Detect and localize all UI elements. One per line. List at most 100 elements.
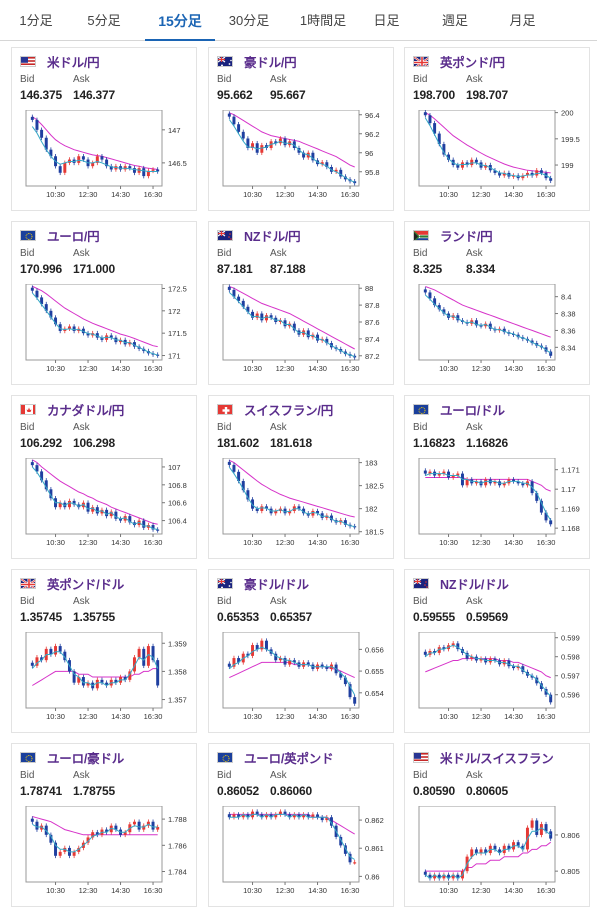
candle-down [227, 286, 231, 290]
candlestick-chart[interactable]: 1.171 1.17 1.169 1.168 10:30 12:30 14:30 16:30 [405, 458, 591, 558]
candle-down [114, 825, 118, 830]
ask-value: 95.667 [270, 88, 306, 102]
candlestick-chart[interactable]: 200 199.5 199 10:30 12:30 14:30 16:30 [405, 110, 591, 210]
candle-down [521, 845, 525, 850]
candle-down [302, 152, 306, 158]
candlestick-chart[interactable]: 0.599 0.598 0.597 0.596 10:30 12:30 14:30 16:30 [405, 632, 591, 732]
candle-down [474, 159, 478, 163]
currency-pair-link[interactable]: 豪ドル/ドル [244, 577, 309, 592]
rate-card[interactable]: スイスフラン/円 Bid Ask 181.602 181.618 183 182.5 182 1… [208, 395, 394, 559]
bid-value: 0.59555 [413, 610, 455, 624]
rate-card[interactable]: ユーロ/円 Bid Ask 170.996 171.000 172.5 172 171.5 17… [11, 221, 197, 385]
candle-up [251, 143, 255, 148]
currency-pair-link[interactable]: ランド/円 [440, 229, 493, 244]
candle-down [428, 115, 432, 124]
candlestick-chart[interactable]: 0.862 0.861 0.86 10:30 12:30 14:30 16:30 [209, 806, 395, 906]
tab-3[interactable]: 15分足 [145, 0, 215, 41]
timeframe-tabs: 1分足 5分足 15分足 30分足 1時間足 日足 週足 月足 [0, 0, 597, 41]
bid-value: 1.35745 [20, 610, 62, 624]
candle-up [119, 339, 123, 343]
currency-pair-link[interactable]: 英ポンド/ドル [47, 577, 125, 592]
ma-short-line [424, 294, 551, 354]
currency-pair-link[interactable]: ユーロ/英ポンド [244, 751, 334, 766]
currency-pair-link[interactable]: NZドル/円 [244, 229, 301, 244]
tab-1[interactable]: 1分足 [19, 13, 53, 28]
x-tick-label: 12:30 [79, 886, 98, 895]
ma-long-line [229, 813, 355, 835]
candle-down [544, 512, 548, 521]
currency-pair-link[interactable]: ユーロ/ドル [440, 403, 505, 418]
candle-down [105, 159, 109, 167]
x-tick-label: 16:30 [341, 886, 360, 895]
currency-pair-link[interactable]: NZドル/ドル [440, 577, 509, 592]
candlestick-chart[interactable]: 0.656 0.655 0.654 10:30 12:30 14:30 16:30 [209, 632, 395, 732]
ma-short-line [228, 466, 355, 528]
currency-pair-link[interactable]: 米ドル/円 [47, 55, 100, 70]
candle-down [320, 817, 324, 821]
bid-label: Bid [413, 248, 428, 259]
candle-down [348, 684, 352, 698]
candle-down [306, 814, 310, 818]
candle-down [142, 168, 146, 177]
candle-up [479, 658, 483, 661]
candle-up [437, 473, 441, 476]
y-tick-label: 147 [168, 126, 181, 135]
currency-pair-link[interactable]: ユーロ/円 [47, 229, 100, 244]
rate-card[interactable]: 英ポンド/円 Bid Ask 198.700 198.707 200 199.5 199 10:… [404, 47, 590, 211]
rate-card[interactable]: NZドル/ドル Bid Ask 0.59555 0.59569 0.599 0.598 0.5… [404, 569, 590, 733]
x-tick-label: 12:30 [472, 364, 491, 373]
tab-7[interactable]: 週足 [441, 13, 468, 28]
au-flag-icon [217, 55, 233, 67]
candle-down [81, 156, 85, 160]
currency-pair-link[interactable]: スイスフラン/円 [244, 403, 333, 418]
rate-card[interactable]: 豪ドル/ドル Bid Ask 0.65353 0.65357 0.656 0.655 0.65… [208, 569, 394, 733]
rate-card[interactable]: NZドル/円 Bid Ask 87.181 87.188 88 87.8 87.6 87.4 87… [208, 221, 394, 385]
rate-card[interactable]: カナダドル/円 Bid Ask 106.292 106.298 107 106.8 106.6… [11, 395, 197, 559]
candlestick-chart[interactable]: 107 106.8 106.6 106.4 10:30 12:30 14:30 16:30 [12, 458, 198, 558]
tab-5[interactable]: 1時間足 [299, 13, 347, 28]
y-tick-label: 0.861 [365, 844, 384, 853]
tab-4[interactable]: 30分足 [228, 13, 270, 28]
rate-card[interactable]: 豪ドル/円 Bid Ask 95.662 95.667 96.4 96.2 96 95.8 10:… [208, 47, 394, 211]
y-tick-label: 88 [365, 284, 373, 293]
rate-card[interactable]: ランド/円 Bid Ask 8.325 8.334 8.4 8.38 8.36 8.34 10:3… [404, 221, 590, 385]
rate-card[interactable]: ユーロ/豪ドル Bid Ask 1.78741 1.78755 1.788 1.786 1.7… [11, 743, 197, 907]
candle-down [348, 853, 352, 863]
candlestick-chart[interactable]: 8.4 8.38 8.36 8.34 10:30 12:30 14:30 16:30 [405, 284, 591, 384]
bid-value: 170.996 [20, 262, 62, 276]
candle-down [493, 845, 497, 850]
chart-frame [25, 806, 163, 883]
x-tick-label: 12:30 [276, 190, 295, 199]
us-flag-icon [413, 751, 429, 763]
candlestick-chart[interactable]: 172.5 172 171.5 171 10:30 12:30 14:30 16:30 [12, 284, 198, 384]
tab-2[interactable]: 5分足 [87, 13, 121, 28]
currency-pair-link[interactable]: 豪ドル/円 [244, 55, 297, 70]
rate-card[interactable]: ユーロ/ドル Bid Ask 1.16823 1.16826 1.171 1.17 1.169… [404, 395, 590, 559]
candlestick-chart[interactable]: 0.806 0.805 10:30 12:30 14:30 16:30 [405, 806, 591, 906]
x-tick-label: 16:30 [144, 886, 163, 895]
tab-6[interactable]: 日足 [373, 13, 400, 28]
y-tick-label: 95.8 [365, 168, 380, 177]
currency-pair-link[interactable]: カナダドル/円 [47, 403, 125, 418]
candle-down [151, 646, 155, 661]
currency-pair-link[interactable]: 米ドル/スイスフラン [440, 751, 554, 766]
ask-value: 1.78755 [73, 784, 115, 798]
candle-down [442, 309, 446, 314]
ask-value: 171.000 [73, 262, 115, 276]
candlestick-chart[interactable]: 147 146.5 10:30 12:30 14:30 16:30 [12, 110, 198, 210]
tab-8[interactable]: 月足 [509, 13, 536, 28]
rate-card[interactable]: ユーロ/英ポンド Bid Ask 0.86052 0.86060 0.862 0.861 0.… [208, 743, 394, 907]
rate-card[interactable]: 米ドル/スイスフラン Bid Ask 0.80590 0.80605 0.806 0.805… [404, 743, 590, 907]
candlestick-chart[interactable]: 96.4 96.2 96 95.8 10:30 12:30 14:30 16:30 [209, 110, 395, 210]
candlestick-chart[interactable]: 1.788 1.786 1.784 10:30 12:30 14:30 16:30 [12, 806, 198, 906]
rate-card[interactable]: 米ドル/円 Bid Ask 146.375 146.377 147 146.5 10:30 12… [11, 47, 197, 211]
candlestick-chart[interactable]: 88 87.8 87.6 87.4 87.2 10:30 12:30 14:30 16:30 [209, 284, 395, 384]
y-tick-label: 1.358 [168, 667, 187, 676]
bid-label: Bid [20, 248, 35, 259]
currency-pair-link[interactable]: 英ポンド/円 [440, 55, 505, 70]
card-header: NZドル/ドル [413, 575, 509, 592]
currency-pair-link[interactable]: ユーロ/豪ドル [47, 751, 125, 766]
candlestick-chart[interactable]: 1.359 1.358 1.357 10:30 12:30 14:30 16:30 [12, 632, 198, 732]
candlestick-chart[interactable]: 183 182.5 182 181.5 10:30 12:30 14:30 16:30 [209, 458, 395, 558]
rate-card[interactable]: 英ポンド/ドル Bid Ask 1.35745 1.35755 1.359 1.358 1.3… [11, 569, 197, 733]
